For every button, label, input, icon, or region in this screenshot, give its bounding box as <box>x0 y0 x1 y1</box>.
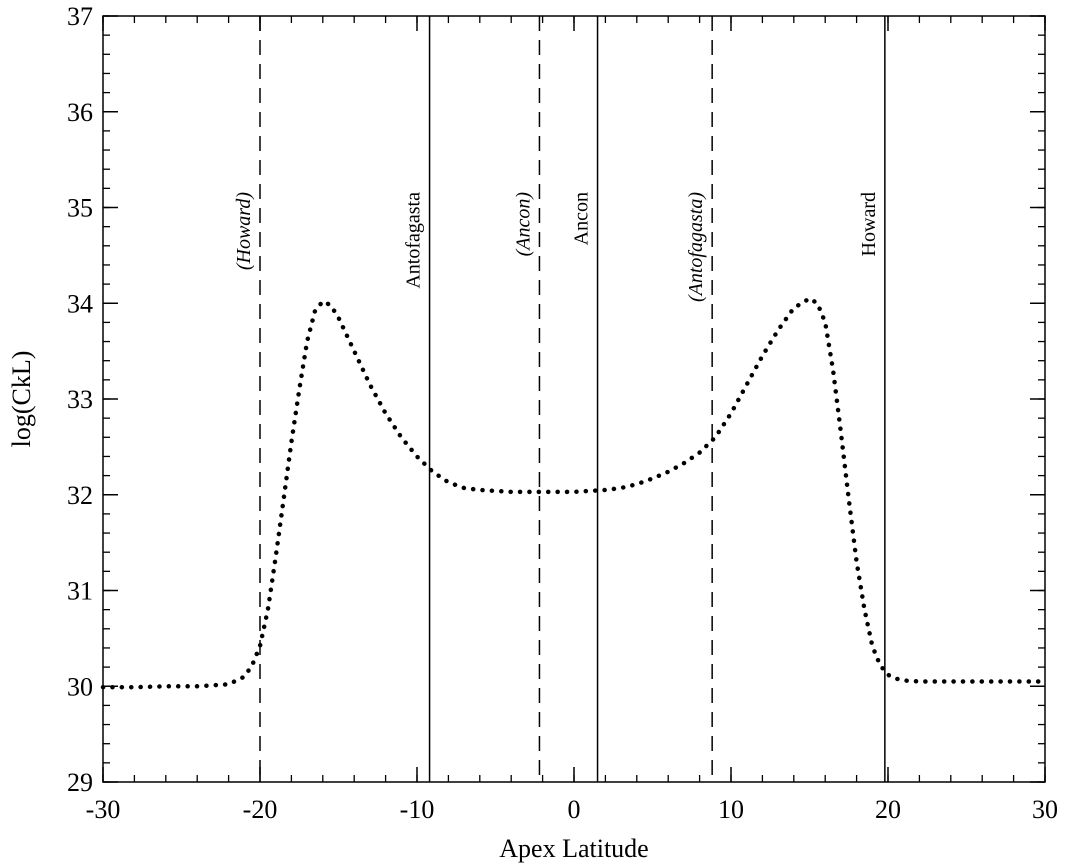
plot-frame <box>102 15 1046 783</box>
y-tick-label: 31 <box>67 577 93 606</box>
marker-label: (Ancon) <box>512 192 534 257</box>
marker-labels: (Howard) Antofagasta (Ancon) Ancon (Antofaga… <box>233 192 880 302</box>
y-tick-label: 34 <box>67 289 93 318</box>
x-tick-label: 0 <box>568 795 581 824</box>
y-tick-label: 33 <box>67 385 93 414</box>
y-tick-label: 37 <box>67 2 93 31</box>
y-tick-label: 32 <box>67 481 93 510</box>
y-tick-label: 29 <box>67 768 93 797</box>
marker-label: Ancon <box>571 192 593 245</box>
y-tick-label: 35 <box>67 194 93 223</box>
x-axis-title: Apex Latitude <box>499 834 648 863</box>
x-tick-label: -20 <box>243 795 278 824</box>
minor-ticks <box>102 15 1046 783</box>
x-tick-label: 20 <box>875 795 901 824</box>
series-line <box>100 295 1048 690</box>
marker-label: Howard <box>858 192 880 256</box>
marker-lines <box>259 16 886 782</box>
x-tick-label: -10 <box>400 795 435 824</box>
y-axis-title: log(CkL) <box>7 351 36 448</box>
x-tick-label: 10 <box>718 795 744 824</box>
x-tick-label: 30 <box>1032 795 1058 824</box>
major-ticks <box>102 15 1046 783</box>
tick-labels: -30 -20 -10 0 10 20 30 29 30 31 32 33 34 35 36 37 <box>67 2 1058 824</box>
marker-label: (Antofagasta) <box>685 192 707 302</box>
data-series <box>100 295 1048 690</box>
marker-label: Antofagasta <box>403 192 425 289</box>
y-tick-label: 30 <box>67 672 93 701</box>
y-tick-label: 36 <box>67 98 93 127</box>
marker-label: (Howard) <box>233 192 255 270</box>
x-tick-label: -30 <box>86 795 121 824</box>
